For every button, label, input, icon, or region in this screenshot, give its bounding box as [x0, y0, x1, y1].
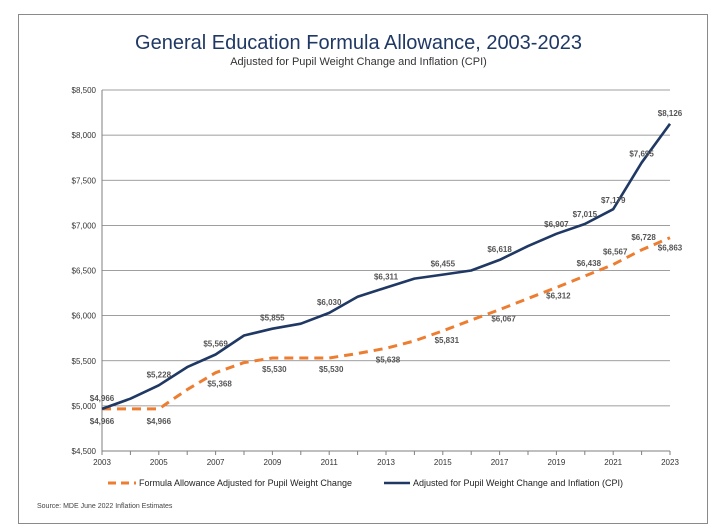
data-label: $6,907: [544, 220, 569, 229]
legend-label-cpi-adjusted: Adjusted for Pupil Weight Change and Inf…: [413, 478, 623, 488]
data-label: $7,695: [629, 150, 654, 159]
series-line-cpi-adjusted: [101, 123, 672, 411]
data-label: $4,966: [90, 417, 115, 426]
data-label: $6,455: [431, 260, 456, 269]
x-tick-label: 2017: [491, 458, 509, 467]
x-tick-label: 2011: [321, 458, 339, 467]
data-labels: $4,966 $4,966 $5,368 $5,530 $5,530 $5,638 $5,8…: [90, 109, 683, 426]
data-label: $5,228: [147, 370, 172, 379]
data-label: $4,966: [147, 417, 172, 426]
x-tick-label: 2019: [548, 458, 566, 467]
axes: $4,500 $5,000 $5,500 $6,000 $6,500 $7,000 $7,5…: [72, 86, 680, 467]
x-tick-label: 2023: [661, 458, 679, 467]
y-tick-label: $6,000: [72, 312, 97, 321]
x-tick-label: 2015: [434, 458, 452, 467]
data-label: $6,312: [546, 291, 571, 300]
data-label: $6,030: [317, 298, 342, 307]
x-tick-label: 2007: [207, 458, 225, 467]
x-tick-label: 2021: [604, 458, 622, 467]
data-label: $5,855: [260, 314, 285, 323]
data-label: $6,438: [577, 259, 602, 268]
data-label: $6,863: [658, 244, 683, 253]
data-label: $7,179: [601, 196, 626, 205]
data-label: $7,015: [573, 210, 598, 219]
data-label: $6,618: [487, 245, 512, 254]
data-label: $6,728: [631, 233, 656, 242]
y-tick-label: $7,000: [72, 221, 97, 230]
x-tick-label: 2003: [93, 458, 111, 467]
legend-label-formula-allowance: Formula Allowance Adjusted for Pupil Wei…: [139, 478, 352, 488]
data-label: $5,569: [203, 340, 228, 349]
data-label: $6,567: [603, 247, 628, 256]
x-tick-label: 2005: [150, 458, 168, 467]
y-tick-label: $7,500: [72, 176, 97, 185]
y-tick-label: $6,500: [72, 267, 97, 276]
data-label: $5,530: [319, 365, 344, 374]
x-tick-label: 2009: [264, 458, 282, 467]
data-label: $6,067: [491, 315, 516, 324]
legend: Formula Allowance Adjusted for Pupil Wei…: [108, 478, 623, 488]
source-note: Source: MDE June 2022 Inflation Estimate…: [37, 503, 173, 510]
data-label: $5,530: [262, 365, 287, 374]
data-label: $5,368: [207, 380, 232, 389]
y-tick-label: $4,500: [72, 447, 97, 456]
data-label: $8,126: [658, 109, 683, 118]
chart-title: General Education Formula Allowance, 200…: [135, 32, 582, 54]
y-tick-label: $5,000: [72, 402, 97, 411]
y-tick-label: $8,500: [72, 86, 97, 95]
chart-frame: [18, 14, 708, 524]
data-label: $4,966: [90, 394, 115, 403]
series-lines: [101, 123, 672, 411]
x-tick-label: 2013: [377, 458, 395, 467]
data-label: $5,831: [435, 336, 460, 345]
series-line-formula-allowance: [102, 236, 671, 411]
y-tick-label: $8,000: [72, 131, 97, 140]
chart-subtitle: Adjusted for Pupil Weight Change and Inf…: [230, 56, 487, 68]
data-label: $5,638: [376, 355, 401, 364]
gridlines: [102, 89, 670, 452]
y-tick-label: $5,500: [72, 357, 97, 366]
data-label: $6,311: [374, 273, 399, 282]
